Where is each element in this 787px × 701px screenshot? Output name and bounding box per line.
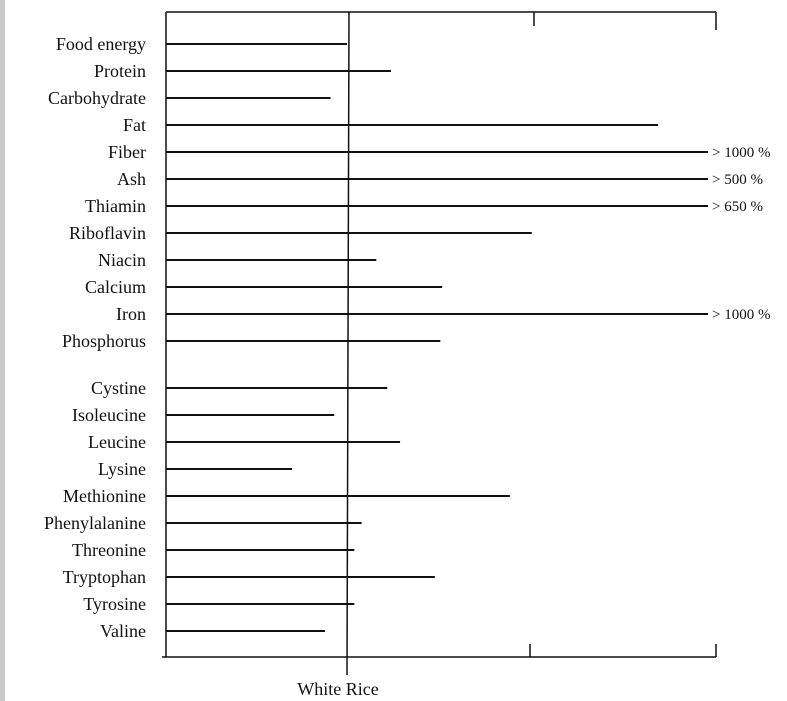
category-label-phosphorus: Phosphorus <box>62 331 146 351</box>
category-label-riboflavin: Riboflavin <box>69 223 146 243</box>
category-label-tyrosine: Tyrosine <box>83 594 146 614</box>
category-label-valine: Valine <box>100 621 146 641</box>
category-label-tryptophan: Tryptophan <box>63 567 146 587</box>
category-label-calcium: Calcium <box>85 277 146 297</box>
page-edge-strip <box>0 0 5 701</box>
category-label-food-energy: Food energy <box>56 34 146 54</box>
category-label-protein: Protein <box>94 61 146 81</box>
category-label-lysine: Lysine <box>98 459 146 479</box>
category-label-niacin: Niacin <box>98 250 146 270</box>
category-label-isoleucine: Isoleucine <box>72 405 146 425</box>
category-label-fiber: Fiber <box>108 142 146 162</box>
category-label-iron: Iron <box>116 304 146 324</box>
category-label-leucine: Leucine <box>88 432 146 452</box>
category-label-thiamin: Thiamin <box>85 196 146 216</box>
reference-line-white-rice <box>346 11 350 676</box>
annotations: > 1000 % > 500 % > 650 % > 1000 % <box>712 145 770 323</box>
category-label-phenylalanine: Phenylalanine <box>44 513 146 533</box>
category-label-methionine: Methionine <box>63 486 146 506</box>
category-label-fat: Fat <box>123 115 146 135</box>
annotation-thiamin: > 650 % <box>712 199 763 215</box>
category-label-threonine: Threonine <box>72 540 146 560</box>
annotation-iron: > 1000 % <box>712 307 770 323</box>
annotation-ash: > 500 % <box>712 172 763 188</box>
x-axis-label: White Rice <box>297 679 378 699</box>
plot-frame <box>162 11 717 676</box>
category-label-carbohydrate: Carbohydrate <box>48 88 146 108</box>
category-label-cystine: Cystine <box>91 378 146 398</box>
bars <box>166 43 708 632</box>
category-label-ash: Ash <box>117 169 146 189</box>
category-labels: Food energy Protein Carbohydrate Fat Fiber As… <box>44 34 146 641</box>
annotation-fiber: > 1000 % <box>712 145 770 161</box>
